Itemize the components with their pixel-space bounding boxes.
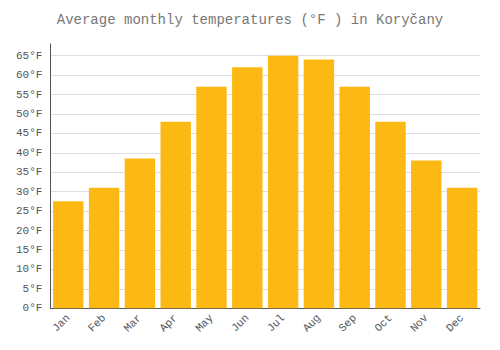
svg-text:0°F: 0°F — [23, 302, 43, 314]
svg-text:40°F: 40°F — [16, 147, 42, 159]
svg-text:Jun: Jun — [229, 312, 251, 334]
svg-text:55°F: 55°F — [16, 89, 42, 101]
svg-text:Nov: Nov — [408, 312, 431, 335]
svg-text:Apr: Apr — [157, 312, 179, 334]
svg-text:Jul: Jul — [265, 312, 287, 334]
svg-text:May: May — [193, 312, 216, 335]
svg-text:Jan: Jan — [50, 312, 72, 334]
svg-text:35°F: 35°F — [16, 166, 42, 178]
svg-text:30°F: 30°F — [16, 186, 42, 198]
svg-text:65°F: 65°F — [16, 50, 42, 62]
svg-text:Aug: Aug — [301, 312, 323, 334]
svg-text:Mar: Mar — [122, 312, 144, 334]
svg-text:10°F: 10°F — [16, 263, 42, 275]
svg-text:50°F: 50°F — [16, 108, 42, 120]
svg-text:Sep: Sep — [336, 312, 358, 334]
svg-text:Oct: Oct — [372, 312, 394, 334]
svg-text:Dec: Dec — [444, 312, 466, 334]
svg-text:20°F: 20°F — [16, 225, 42, 237]
svg-text:25°F: 25°F — [16, 205, 42, 217]
svg-text:5°F: 5°F — [23, 283, 43, 295]
svg-text:Feb: Feb — [86, 312, 108, 334]
svg-text:60°F: 60°F — [16, 69, 42, 81]
svg-text:45°F: 45°F — [16, 127, 42, 139]
svg-text:Average monthly temperatures (: Average monthly temperatures (°F ) in Ko… — [57, 12, 443, 28]
svg-text:15°F: 15°F — [16, 244, 42, 256]
